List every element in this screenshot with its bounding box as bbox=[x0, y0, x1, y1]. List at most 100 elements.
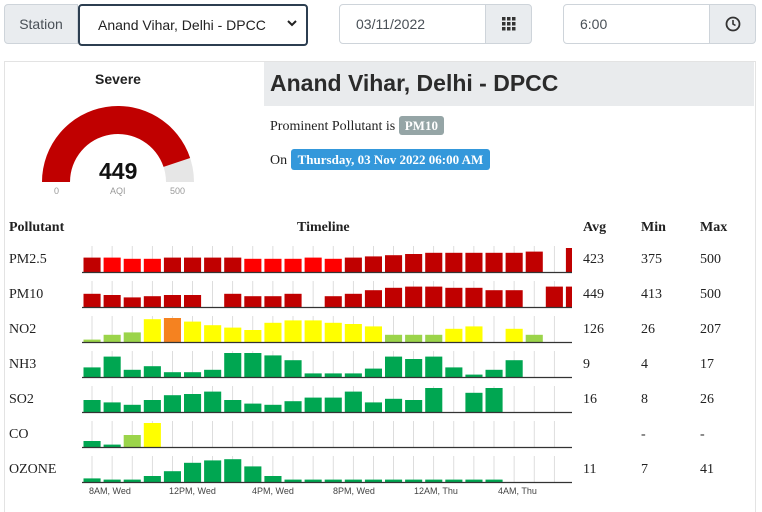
max-value: 207 bbox=[700, 322, 721, 337]
timeline-bar bbox=[465, 287, 483, 307]
timeline-bar bbox=[163, 372, 181, 377]
header-timeline: Timeline bbox=[297, 220, 350, 235]
calendar-button[interactable] bbox=[485, 4, 532, 44]
timeline-bar bbox=[445, 252, 463, 272]
header-avg: Avg bbox=[583, 220, 607, 235]
timeline-bar bbox=[364, 326, 382, 342]
timeline-bar bbox=[425, 252, 443, 272]
timeline-bar bbox=[445, 287, 463, 307]
min-value: 413 bbox=[641, 287, 662, 302]
gauge-max: 500 bbox=[170, 186, 186, 196]
timeline-bar bbox=[224, 353, 242, 377]
timeline-bar bbox=[83, 257, 101, 272]
timeline-bar bbox=[425, 286, 443, 307]
timeline-bar bbox=[83, 367, 101, 377]
timeline-bar bbox=[364, 256, 382, 272]
timeline-bar bbox=[284, 479, 302, 482]
time-input[interactable]: 6:00 bbox=[563, 4, 710, 44]
timeline-bar bbox=[224, 459, 242, 482]
timeline-bar bbox=[565, 286, 572, 307]
timeline-bar bbox=[224, 293, 242, 307]
timeline-bar bbox=[103, 402, 121, 412]
date-input[interactable]: 03/11/2022 bbox=[339, 4, 486, 44]
timeline-bar bbox=[284, 258, 302, 272]
timeline-bar bbox=[445, 479, 463, 482]
station-label: Station bbox=[4, 4, 78, 44]
timeline-bar bbox=[344, 257, 362, 272]
timeline-bar bbox=[204, 460, 222, 482]
timeline-bar bbox=[324, 258, 342, 272]
timeline-bar bbox=[143, 366, 161, 377]
prominent-pollutant-line: Prominent Pollutant is PM10 bbox=[270, 116, 444, 135]
timeline-bar bbox=[103, 479, 121, 482]
timeline-bar bbox=[545, 286, 563, 307]
timeline-bar bbox=[244, 330, 262, 342]
timeline-bar bbox=[505, 328, 523, 342]
timeline-bar bbox=[425, 479, 443, 482]
timeline-bar bbox=[304, 479, 322, 482]
timeline-bar bbox=[505, 360, 523, 377]
pollutant-name: CO bbox=[9, 427, 29, 442]
timeline-bar bbox=[264, 404, 282, 412]
station-header-bar bbox=[264, 62, 754, 106]
clock-icon bbox=[725, 16, 740, 32]
timeline-bar bbox=[425, 334, 443, 342]
timeline-bar bbox=[163, 471, 181, 482]
timeline-bar bbox=[244, 296, 262, 307]
timeline-bar bbox=[385, 287, 403, 307]
station-select[interactable]: Anand Vihar, Delhi - DPCC bbox=[78, 4, 308, 46]
timeline-bar bbox=[163, 257, 181, 272]
min-value: 7 bbox=[641, 462, 648, 477]
timeline-bar bbox=[405, 286, 423, 307]
timeline-bar bbox=[264, 322, 282, 342]
timeline-bar bbox=[244, 258, 262, 272]
timeline-bar bbox=[143, 400, 161, 412]
prominent-pollutant-badge: PM10 bbox=[398, 116, 444, 135]
timeline-bar bbox=[123, 297, 141, 307]
timeline-bar bbox=[163, 295, 181, 307]
timeline-bar bbox=[344, 293, 362, 307]
timeline-bar bbox=[123, 332, 141, 342]
timeline-bar bbox=[485, 290, 503, 307]
timestamp-line: On Thursday, 03 Nov 2022 06:00 AM bbox=[270, 149, 491, 170]
gauge-min: 0 bbox=[54, 186, 60, 196]
timeline-bar bbox=[224, 327, 242, 342]
timeline-bar bbox=[103, 444, 121, 447]
timeline-bar bbox=[83, 339, 101, 342]
timeline-bar bbox=[465, 479, 483, 482]
timeline-bar bbox=[184, 394, 202, 412]
timeline-bar bbox=[284, 320, 302, 342]
timeline-bar bbox=[123, 435, 141, 447]
timeline-bar bbox=[143, 423, 161, 447]
timeline-bar bbox=[565, 248, 572, 272]
timeline-bar bbox=[425, 356, 443, 377]
timeline-bar bbox=[385, 356, 403, 377]
time-input-value: 6:00 bbox=[580, 16, 608, 32]
timeline-bar bbox=[344, 479, 362, 482]
timeline-bar bbox=[364, 402, 382, 412]
pollutant-name: PM10 bbox=[9, 287, 44, 302]
avg-value: 449 bbox=[583, 287, 604, 302]
header-max: Max bbox=[700, 220, 728, 235]
aqi-value: 449 bbox=[99, 158, 138, 184]
timeline-bar bbox=[465, 374, 483, 377]
timeline-bar bbox=[264, 355, 282, 377]
timeline-bar bbox=[143, 258, 161, 272]
clock-button[interactable] bbox=[709, 4, 756, 44]
aqi-label: AQI bbox=[110, 186, 126, 196]
timeline-bar bbox=[264, 476, 282, 482]
timeline-bar bbox=[344, 391, 362, 412]
timeline-bar bbox=[485, 252, 503, 272]
station-select-value: Anand Vihar, Delhi - DPCC bbox=[98, 17, 266, 33]
timeline-bar bbox=[525, 251, 543, 272]
timeline-bar bbox=[284, 293, 302, 307]
chevron-down-icon bbox=[287, 20, 297, 27]
timeline-bar bbox=[324, 322, 342, 342]
timeline-bar bbox=[445, 367, 463, 377]
timeline-bar bbox=[103, 334, 121, 342]
timeline-bar bbox=[83, 441, 101, 447]
timeline-chart bbox=[82, 246, 572, 484]
pollutant-name: PM2.5 bbox=[9, 252, 47, 267]
prominent-pollutant-label: Prominent Pollutant is bbox=[270, 119, 396, 134]
timeline-bar bbox=[184, 321, 202, 342]
